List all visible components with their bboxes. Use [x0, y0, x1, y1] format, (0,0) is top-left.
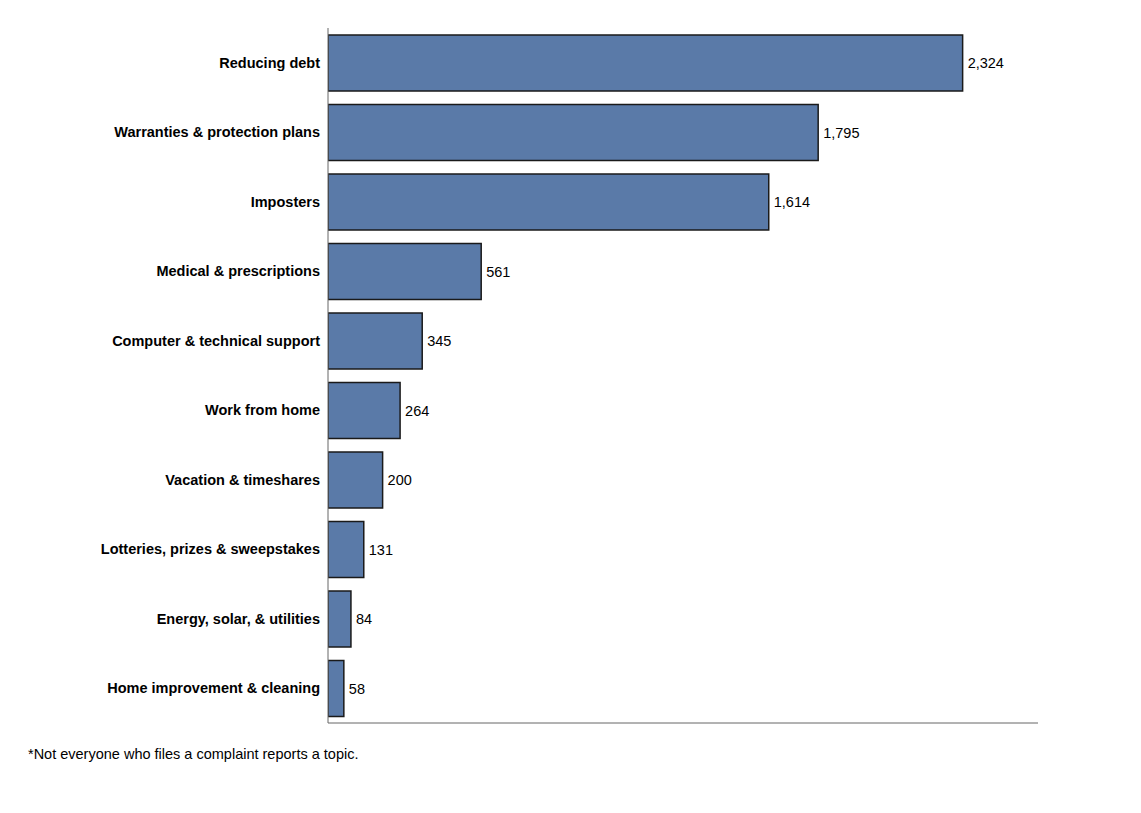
- svg-text:84: 84: [356, 611, 372, 627]
- svg-text:Work from home: Work from home: [205, 402, 320, 418]
- svg-text:Home improvement & cleaning: Home improvement & cleaning: [107, 680, 320, 696]
- svg-text:264: 264: [405, 403, 429, 419]
- svg-text:Computer & technical support: Computer & technical support: [112, 333, 320, 349]
- html-text:*Not everyone who files a comp: *Not everyone who files a complaint repo…: [28, 746, 359, 762]
- svg-text:561: 561: [486, 264, 510, 280]
- svg-text:Warranties & protection plans: Warranties & protection plans: [114, 124, 320, 140]
- svg-text:Medical & prescriptions: Medical & prescriptions: [156, 263, 320, 279]
- svg-text:Imposters: Imposters: [251, 194, 320, 210]
- svg-text:2,324: 2,324: [968, 55, 1004, 71]
- svg-text:58: 58: [349, 681, 365, 697]
- svg-text:1,614: 1,614: [774, 194, 810, 210]
- svg-text:200: 200: [388, 472, 412, 488]
- svg-text:345: 345: [427, 333, 451, 349]
- svg-text:Lotteries, prizes & sweepstake: Lotteries, prizes & sweepstakes: [101, 541, 320, 557]
- svg-text:131: 131: [369, 542, 393, 558]
- svg-text:1,795: 1,795: [823, 125, 859, 141]
- svg-text:Vacation & timeshares: Vacation & timeshares: [165, 472, 320, 488]
- svg-text:Reducing debt: Reducing debt: [219, 55, 320, 71]
- svg-text:Energy, solar, & utilities: Energy, solar, & utilities: [157, 611, 320, 627]
